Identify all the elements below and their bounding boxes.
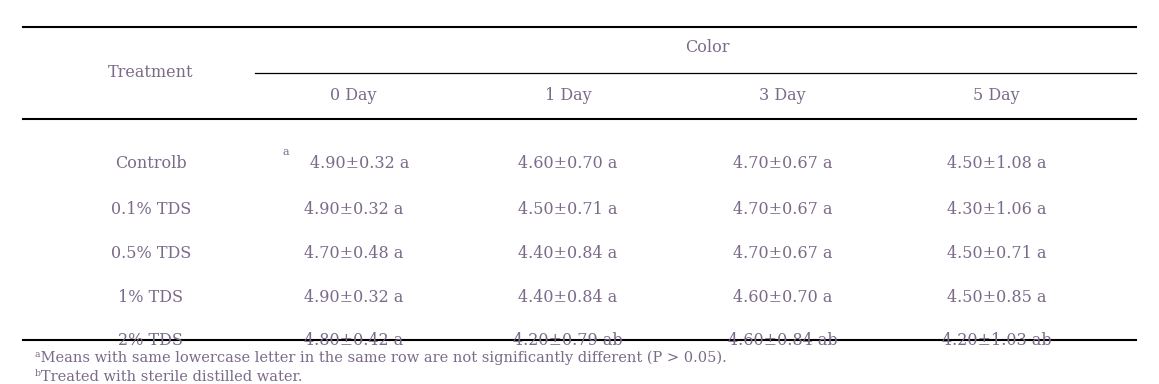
Text: 3 Day: 3 Day: [759, 88, 806, 104]
Text: a: a: [283, 147, 290, 157]
Text: 4.90±0.32 a: 4.90±0.32 a: [309, 155, 409, 172]
Text: 4.50±0.71 a: 4.50±0.71 a: [947, 245, 1047, 262]
Text: 4.60±0.70 a: 4.60±0.70 a: [518, 155, 618, 172]
Text: 4.30±1.06 a: 4.30±1.06 a: [947, 201, 1047, 218]
Text: 1 Day: 1 Day: [545, 88, 591, 104]
Text: 0.1% TDS: 0.1% TDS: [110, 201, 191, 218]
Text: Controlb: Controlb: [115, 155, 187, 172]
Text: 5 Day: 5 Day: [974, 88, 1020, 104]
Text: Color: Color: [685, 40, 729, 56]
Text: 1% TDS: 1% TDS: [118, 289, 183, 306]
Text: 4.90±0.32 a: 4.90±0.32 a: [304, 201, 403, 218]
Text: 4.20±0.79 ab: 4.20±0.79 ab: [513, 332, 622, 349]
Text: 4.70±0.67 a: 4.70±0.67 a: [732, 201, 832, 218]
Text: 4.80±0.42 a: 4.80±0.42 a: [304, 332, 403, 349]
Text: 4.40±0.84 a: 4.40±0.84 a: [518, 289, 618, 306]
Text: 0.5% TDS: 0.5% TDS: [110, 245, 191, 262]
Text: Treatment: Treatment: [108, 65, 194, 81]
Text: 4.60±0.70 a: 4.60±0.70 a: [732, 289, 832, 306]
Text: 4.70±0.67 a: 4.70±0.67 a: [732, 155, 832, 172]
Text: ᵇTreated with sterile distilled water.: ᵇTreated with sterile distilled water.: [35, 370, 302, 384]
Text: 0 Day: 0 Day: [330, 88, 377, 104]
Text: ᵃMeans with same lowercase letter in the same row are not significantly differen: ᵃMeans with same lowercase letter in the…: [35, 351, 727, 365]
Text: 4.90±0.32 a: 4.90±0.32 a: [304, 289, 403, 306]
Text: 4.70±0.67 a: 4.70±0.67 a: [732, 245, 832, 262]
Text: 4.20±1.03 ab: 4.20±1.03 ab: [942, 332, 1051, 349]
Text: 4.70±0.48 a: 4.70±0.48 a: [304, 245, 403, 262]
Text: 4.60±0.84 ab: 4.60±0.84 ab: [728, 332, 837, 349]
Text: 4.50±0.71 a: 4.50±0.71 a: [518, 201, 618, 218]
Text: 4.50±0.85 a: 4.50±0.85 a: [947, 289, 1047, 306]
Text: 4.40±0.84 a: 4.40±0.84 a: [518, 245, 618, 262]
Text: 4.50±1.08 a: 4.50±1.08 a: [947, 155, 1047, 172]
Text: 2% TDS: 2% TDS: [118, 332, 183, 349]
